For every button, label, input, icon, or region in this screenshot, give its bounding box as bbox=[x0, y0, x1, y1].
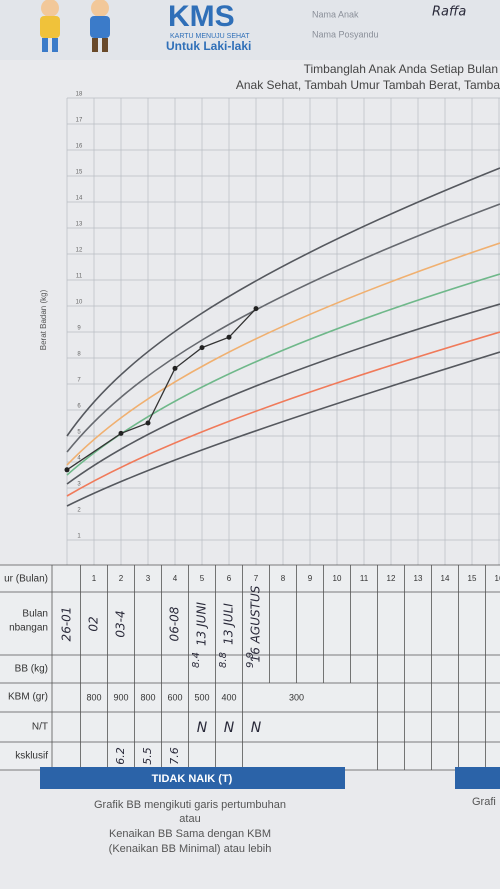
handwritten-date: 06-08 bbox=[168, 606, 182, 641]
footer-line: (Kenaikan BB Minimal) atau lebih bbox=[109, 843, 272, 855]
y-tick-label: 15 bbox=[76, 170, 83, 176]
handwritten-date: 13 JULI bbox=[222, 603, 236, 645]
y-tick-label: 9 bbox=[77, 326, 81, 332]
footer-right: Grafi bbox=[472, 796, 496, 808]
y-tick-label: 4 bbox=[77, 456, 81, 462]
y-tick-label: 5 bbox=[77, 430, 81, 436]
child-point bbox=[172, 365, 178, 371]
row-label: ur (Bulan) bbox=[4, 574, 48, 585]
y-tick-label: 1 bbox=[77, 534, 81, 540]
reference-curves bbox=[66, 167, 500, 507]
kbm-value: 800 bbox=[86, 692, 101, 702]
chart-subtitle: Anak Sehat, Tambah Umur Tambah Berat, Ta… bbox=[236, 78, 500, 92]
handwritten-date: 03-4 bbox=[114, 610, 128, 637]
y-tick-label: 18 bbox=[76, 92, 83, 98]
field-label: Nama Anak bbox=[312, 9, 359, 19]
footer-line: atau bbox=[179, 813, 200, 825]
handwritten-eksklusif: 5.5 bbox=[141, 747, 154, 765]
month-label: 3 bbox=[146, 574, 151, 583]
handwritten-nt: N bbox=[224, 720, 235, 736]
row-label: BB (kg) bbox=[15, 664, 48, 675]
row-label: ksklusif bbox=[15, 751, 48, 762]
handwritten-eksklusif: 6.2 bbox=[114, 747, 127, 765]
kbm-value: 900 bbox=[113, 692, 128, 702]
target: Untuk Laki-laki bbox=[166, 39, 251, 53]
table-bg bbox=[0, 565, 500, 770]
record-table: ur (Bulan) Bulan nbangan BB (kg) KBM (gr) N/T… bbox=[0, 564, 500, 771]
header-band bbox=[0, 0, 500, 60]
month-label: 4 bbox=[173, 574, 178, 583]
handwritten-weight: 9.9 bbox=[245, 652, 256, 668]
month-label: 1 bbox=[92, 574, 97, 583]
month-label: 10 bbox=[333, 574, 342, 583]
kbm-value: 800 bbox=[140, 692, 155, 702]
y-axis-label: Berat Badan (kg) bbox=[39, 289, 48, 350]
child-point bbox=[226, 334, 232, 340]
y-tick-label: 2 bbox=[77, 508, 81, 514]
month-label: 2 bbox=[119, 574, 124, 583]
y-tick-label: 6 bbox=[77, 404, 81, 410]
y-tick-label: 7 bbox=[77, 378, 81, 384]
row-label: Bulan bbox=[22, 609, 48, 620]
month-label: 14 bbox=[441, 574, 450, 583]
y-tick-label: 17 bbox=[76, 118, 83, 124]
month-label: 12 bbox=[387, 574, 396, 583]
handwritten-nt: N bbox=[251, 720, 262, 736]
kbm-value: 500 bbox=[194, 692, 209, 702]
month-label: 15 bbox=[468, 574, 477, 583]
handwritten-weight: 8.4 bbox=[191, 652, 202, 668]
row-label: N/T bbox=[32, 722, 48, 733]
child-point bbox=[199, 345, 205, 351]
y-tick-label: 10 bbox=[76, 300, 83, 306]
child-plot bbox=[64, 306, 259, 473]
month-label: 9 bbox=[308, 574, 313, 583]
handwritten-eksklusif: 7.6 bbox=[168, 747, 181, 765]
y-tick-label: 8 bbox=[77, 352, 81, 358]
footer-line: Grafik BB mengikuti garis pertumbuhan bbox=[94, 799, 286, 811]
handwritten-nt: N bbox=[197, 720, 208, 736]
month-label: 5 bbox=[200, 574, 205, 583]
y-tick-label: 11 bbox=[76, 274, 83, 280]
logo: KMS bbox=[168, 0, 235, 33]
handwritten-date: 13 JUNI bbox=[195, 602, 209, 646]
field-label: Nama Posyandu bbox=[312, 29, 379, 39]
footer-heading-bar bbox=[40, 767, 345, 789]
month-label: 8 bbox=[281, 574, 286, 583]
logo-illustration bbox=[40, 0, 110, 52]
kbm-value: 600 bbox=[167, 692, 182, 702]
chart-title: Timbanglah Anak Anda Setiap Bulan bbox=[304, 62, 498, 76]
y-tick-label: 14 bbox=[76, 196, 83, 202]
row-label: KBM (gr) bbox=[8, 692, 48, 703]
footer-line: Kenaikan BB Sama dengan KBM bbox=[109, 828, 271, 840]
child-point bbox=[253, 306, 259, 312]
month-label: 13 bbox=[414, 574, 423, 583]
handwritten-date: 02 bbox=[87, 616, 101, 631]
logo-subtitle: KARTU MENUJU SEHAT bbox=[170, 33, 250, 40]
handwritten-date: 26-01 bbox=[60, 607, 74, 642]
kbm-value: 400 bbox=[221, 692, 236, 702]
y-tick-label: 3 bbox=[77, 482, 81, 488]
month-label: 16 bbox=[495, 574, 500, 583]
y-tick-label: 16 bbox=[76, 144, 83, 150]
child-point bbox=[64, 467, 70, 473]
row-label: nbangan bbox=[9, 623, 48, 634]
month-label: 7 bbox=[254, 574, 259, 583]
handwritten-date: 16 AGUSTUS bbox=[249, 585, 263, 662]
footer-heading-bar bbox=[455, 767, 500, 789]
kbm-value: 300 bbox=[289, 692, 304, 702]
month-label: 11 bbox=[360, 574, 369, 583]
child-point bbox=[118, 430, 124, 436]
y-tick-label: 13 bbox=[76, 222, 83, 228]
child-name: Raffa bbox=[432, 5, 466, 20]
month-label: 6 bbox=[227, 574, 232, 583]
footer-heading: TIDAK NAIK (T) bbox=[152, 773, 233, 785]
y-tick-label: 12 bbox=[76, 248, 83, 254]
child-point bbox=[145, 420, 151, 426]
handwritten-weight: 8.8 bbox=[218, 652, 229, 668]
